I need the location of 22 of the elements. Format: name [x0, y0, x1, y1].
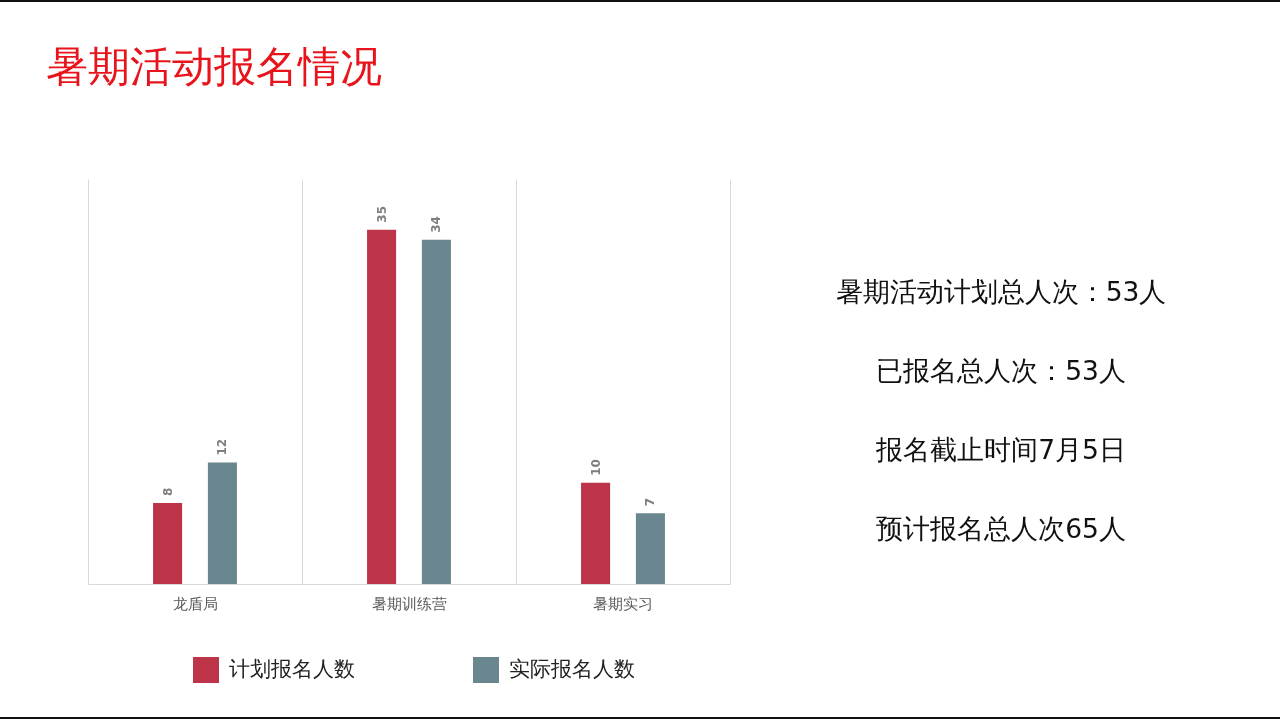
text: 报名截止时间7月5日 [875, 433, 1127, 467]
data-label: 8 [160, 487, 175, 496]
x-tick-label: 暑期实习 [593, 594, 653, 613]
bar [207, 462, 237, 584]
bar [367, 229, 397, 584]
data-label: 7 [643, 497, 658, 507]
text: 已报名总人次：53人 [875, 354, 1127, 388]
bar [581, 482, 611, 584]
data-label: 35 [374, 205, 389, 223]
chart-title: 暑期活动报名情况 [46, 42, 382, 92]
data-label: 12 [215, 438, 230, 456]
legend-label: 计划报名人数 [229, 657, 355, 681]
data-label: 34 [429, 216, 444, 233]
x-tick-label: 龙盾局 [172, 594, 218, 613]
legend-label: 实际报名人数 [509, 657, 635, 681]
bar [421, 239, 451, 584]
data-label: 10 [588, 459, 603, 476]
bar [153, 503, 183, 584]
x-tick-label: 暑期训练营 [371, 594, 447, 613]
text: 暑期活动计划总人次：53人 [834, 275, 1168, 309]
text: 预计报名总人次65人 [875, 512, 1127, 546]
bar [635, 513, 665, 584]
